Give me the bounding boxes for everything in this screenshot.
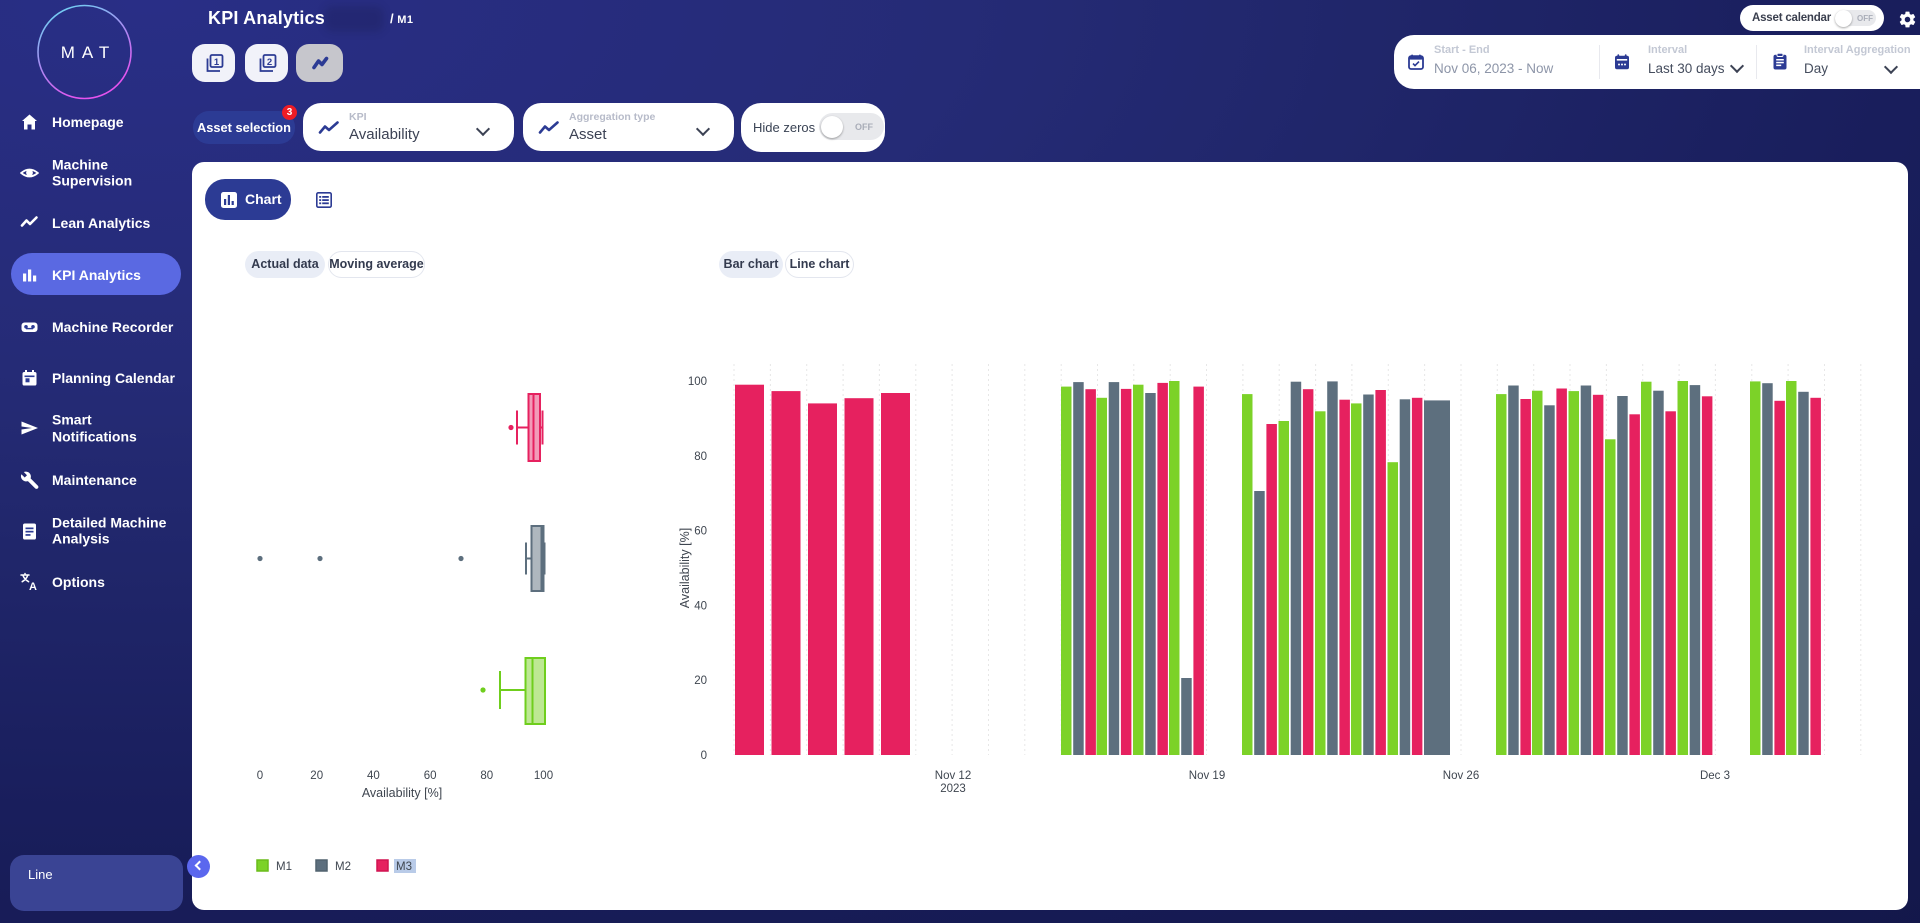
svg-text:0: 0	[257, 770, 263, 782]
svg-text:2023: 2023	[940, 783, 966, 795]
svg-text:Nov 12: Nov 12	[935, 770, 971, 782]
svg-text:80: 80	[480, 770, 493, 782]
svg-text:60: 60	[694, 526, 707, 538]
svg-text:1: 1	[213, 57, 219, 68]
svg-text:100: 100	[688, 376, 707, 388]
svg-text:20: 20	[310, 770, 323, 782]
svg-text:M1: M1	[276, 861, 292, 873]
svg-text:2: 2	[266, 57, 271, 68]
svg-text:Availability [%]: Availability [%]	[362, 786, 442, 800]
svg-text:A: A	[29, 581, 37, 592]
svg-text:Nov 19: Nov 19	[1189, 770, 1225, 782]
svg-text:60: 60	[424, 770, 437, 782]
svg-text:80: 80	[694, 451, 707, 463]
svg-text:100: 100	[534, 770, 553, 782]
svg-text:40: 40	[367, 770, 380, 782]
svg-text:MAT: MAT	[61, 43, 117, 62]
svg-text:Availability [%]: Availability [%]	[678, 528, 692, 608]
svg-text:M2: M2	[335, 861, 351, 873]
svg-text:20: 20	[694, 675, 707, 687]
svg-text:M3: M3	[396, 861, 412, 873]
svg-text:0: 0	[701, 750, 707, 762]
svg-text:Nov 26: Nov 26	[1443, 770, 1479, 782]
svg-text:Dec 3: Dec 3	[1700, 770, 1730, 782]
svg-text:40: 40	[694, 600, 707, 612]
